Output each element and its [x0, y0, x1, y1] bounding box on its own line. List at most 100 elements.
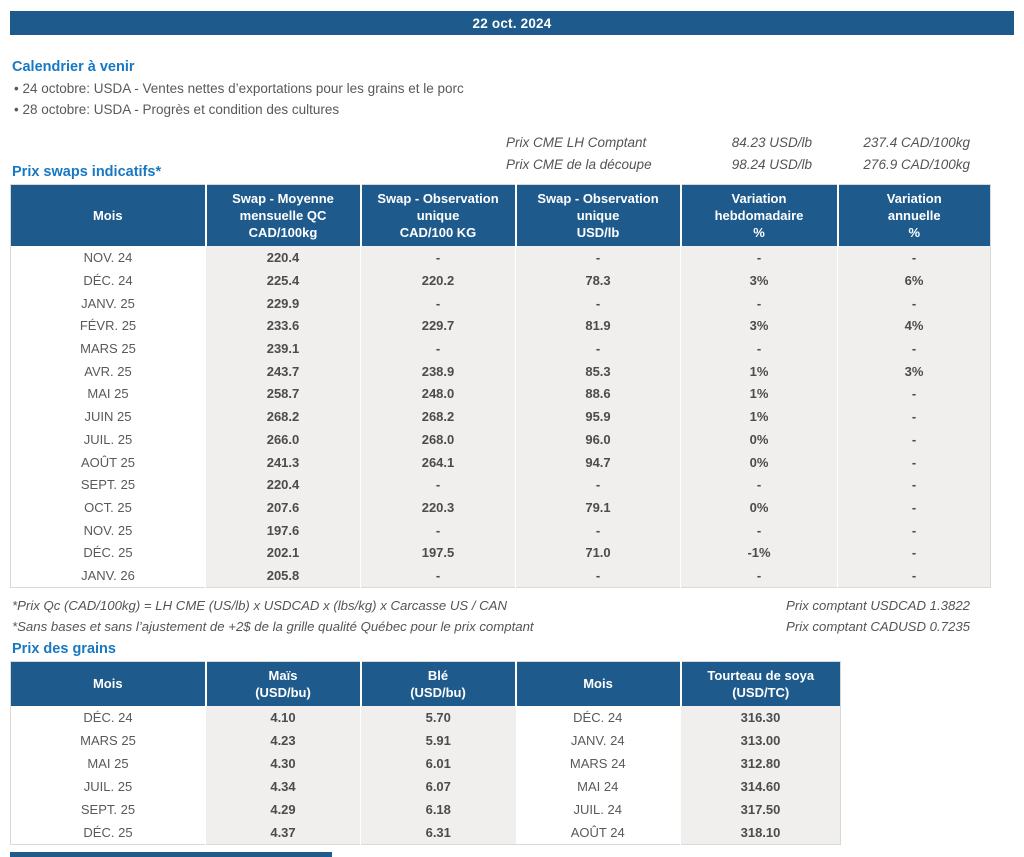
table-row: FÉVR. 25 233.6 229.7 81.9 3% 4% [10, 314, 991, 338]
value-cell: - [837, 246, 991, 270]
value-cell: 268.2 [205, 405, 361, 428]
value-cell: - [837, 473, 991, 497]
column-header: Tourteau de soya (USD/TC) [679, 661, 841, 707]
value-cell: 1% [680, 382, 838, 406]
month-cell: NOV. 25 [10, 518, 206, 542]
cme-price-cad: 276.9 CAD/100kg [863, 157, 970, 172]
value-cell: 248.0 [360, 382, 516, 406]
table-row: JUIL. 25 266.0 268.0 96.0 0% - [10, 427, 991, 451]
value-cell: - [680, 564, 838, 588]
month-cell: JANV. 25 [10, 291, 206, 315]
value-cell: 202.1 [205, 541, 361, 565]
value-cell: 220.4 [205, 246, 361, 270]
month-cell: NOV. 24 [10, 246, 206, 270]
value-cell: 268.2 [360, 405, 516, 428]
value-cell: 95.9 [515, 405, 681, 428]
cutoff-next-table-header-bar [10, 852, 332, 857]
value-cell: 4.29 [205, 798, 361, 822]
value-cell: 207.6 [205, 496, 361, 519]
table-row: SEPT. 25 220.4- - - - [10, 473, 991, 497]
table-row: JANV. 25 229.9- - - - [10, 291, 991, 315]
month-cell: MAI 24 [515, 775, 681, 799]
value-cell: 0% [680, 427, 838, 451]
value-cell: 3% [680, 314, 838, 338]
value-cell: 6% [837, 269, 991, 292]
value-cell: 220.4 [205, 473, 361, 497]
grains-section-title: Prix des grains [12, 640, 116, 657]
value-cell: 268.0 [360, 427, 516, 451]
month-cell: MARS 24 [515, 752, 681, 776]
cme-price-usd: 84.23 USD/lb [731, 135, 812, 150]
cme-price-cad: 237.4 CAD/100kg [863, 135, 970, 150]
value-cell: - [515, 518, 681, 542]
value-cell: 197.6 [205, 518, 361, 542]
month-cell: FÉVR. 25 [10, 314, 206, 338]
value-cell: - [360, 518, 516, 542]
value-cell: 313.00 [680, 729, 841, 753]
value-cell: - [837, 496, 991, 519]
value-cell: 239.1 [205, 337, 361, 360]
value-cell: - [360, 291, 516, 315]
column-header: Swap - Moyenne mensuelle QC CAD/100kg [204, 184, 361, 247]
value-cell: - [837, 564, 991, 588]
value-cell: 264.1 [360, 450, 516, 474]
swaps-header-row: Mois Swap - Moyenne mensuelle QC CAD/100k… [10, 184, 991, 247]
value-cell: - [837, 337, 991, 360]
column-header: Maïs (USD/bu) [204, 661, 361, 707]
month-cell: JUIL. 25 [10, 427, 206, 451]
table-row: MAI 25 258.7 248.0 88.6 1% - [10, 382, 991, 406]
column-header: Variation hebdomadaire % [679, 184, 838, 247]
value-cell: 229.7 [360, 314, 516, 338]
table-row: MAI 25 4.30 6.01 MARS 24 312.80 [10, 752, 841, 776]
value-cell: - [680, 337, 838, 360]
swaps-table: Mois Swap - Moyenne mensuelle QC CAD/100k… [10, 184, 991, 588]
value-cell: - [515, 473, 681, 497]
value-cell: - [680, 473, 838, 497]
value-cell: 241.3 [205, 450, 361, 474]
column-header: Mois [514, 661, 681, 707]
value-cell: 0% [680, 450, 838, 474]
value-cell: - [360, 564, 516, 588]
value-cell: 225.4 [205, 269, 361, 292]
value-cell: 6.01 [360, 752, 516, 776]
value-cell: 318.10 [680, 821, 841, 845]
column-header: Mois [10, 661, 206, 707]
calendar-list: 24 octobre: USDA - Ventes nettes d’expor… [14, 78, 1024, 120]
value-cell: 96.0 [515, 427, 681, 451]
value-cell: - [515, 337, 681, 360]
value-cell: 81.9 [515, 314, 681, 338]
value-cell: - [837, 405, 991, 428]
value-cell: 4.30 [205, 752, 361, 776]
value-cell: 6.07 [360, 775, 516, 799]
table-row: MARS 25 4.23 5.91 JANV. 24 313.00 [10, 729, 841, 753]
footnote-line: *Sans bases et sans l’ajustement de +2$ … [12, 619, 534, 635]
value-cell: 317.50 [680, 798, 841, 822]
value-cell: - [837, 427, 991, 451]
value-cell: 4.10 [205, 706, 361, 730]
column-header: Swap - Observation unique USD/lb [514, 184, 681, 247]
value-cell: 4.34 [205, 775, 361, 799]
month-cell: MAI 25 [10, 382, 206, 406]
value-cell: 6.31 [360, 821, 516, 845]
month-cell: MARS 25 [10, 729, 206, 753]
cme-price-label: Prix CME de la découpe [506, 157, 652, 172]
value-cell: 79.1 [515, 496, 681, 519]
cme-price-row: Prix CME LH Comptant 84.23 USD/lb 237.4 CA… [506, 132, 970, 154]
column-header: Swap - Observation unique CAD/100 KG [359, 184, 516, 247]
value-cell: 266.0 [205, 427, 361, 451]
value-cell: 71.0 [515, 541, 681, 565]
table-row: JUIL. 25 4.34 6.07 MAI 24 314.60 [10, 775, 841, 799]
month-cell: OCT. 25 [10, 496, 206, 519]
month-cell: JUIL. 25 [10, 775, 206, 799]
grains-header-row: Mois Maïs (USD/bu) Blé (USD/bu) Mois Tourtea… [10, 661, 841, 707]
swaps-section-title: Prix swaps indicatifs* [12, 164, 162, 180]
value-cell: 4.37 [205, 821, 361, 845]
table-row: AOÛT 25 241.3 264.1 94.7 0% - [10, 450, 991, 474]
value-cell: 1% [680, 359, 838, 383]
column-header: Mois [10, 184, 206, 247]
value-cell: - [515, 564, 681, 588]
value-cell: 312.80 [680, 752, 841, 776]
value-cell: 314.60 [680, 775, 841, 799]
month-cell: MAI 25 [10, 752, 206, 776]
